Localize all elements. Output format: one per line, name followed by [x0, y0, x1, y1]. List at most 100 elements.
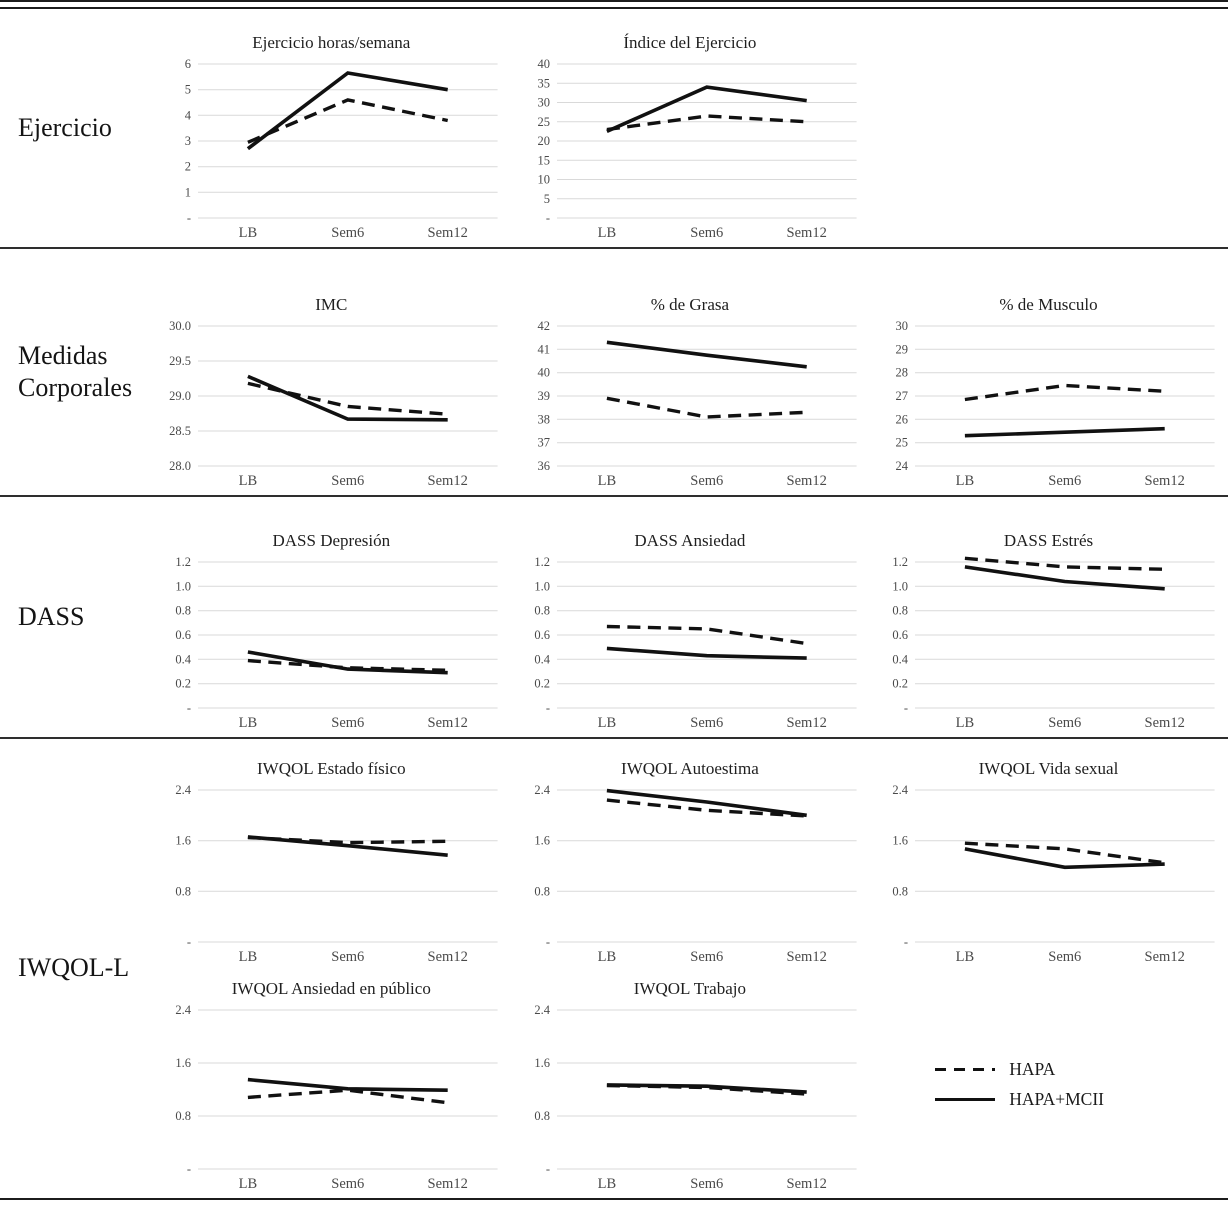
svg-text:0.2: 0.2: [893, 677, 909, 691]
svg-text:0.8: 0.8: [175, 1109, 191, 1123]
svg-text:0.8: 0.8: [534, 1109, 550, 1123]
svg-text:0.6: 0.6: [175, 628, 191, 642]
row-ejercicio-charts: Ejercicio horas/semana 6 5 4 3 2 1 - LB Sem6 Sem1…: [152, 9, 1228, 247]
svg-text:LB: LB: [239, 1176, 258, 1192]
svg-text:Sem12: Sem12: [428, 225, 468, 241]
svg-text:LB: LB: [597, 473, 616, 489]
chart-plot-dass-ansiedad: 1.2 1.0 0.8 0.6 0.4 0.2 - LB Sem6 Sem12: [534, 555, 857, 731]
chart-iwqol-estado-fisico: IWQOL Estado físico 2.4 1.6 0.8 - LB Sem6 Sem1…: [152, 739, 511, 971]
chart-title: % de Grasa: [650, 295, 730, 314]
legend-item-hapa: HAPA: [935, 1059, 1228, 1080]
svg-text:1: 1: [185, 185, 191, 199]
row-label-ejercicio: Ejercicio: [18, 112, 112, 142]
row-dass: DASS DASS Depresión 1.2 1.0 0.8 0.6 0.4 0.2 - L…: [0, 497, 1228, 737]
legend-item-hapa-mcii: HAPA+MCII: [935, 1089, 1228, 1110]
svg-text:0.8: 0.8: [175, 884, 191, 898]
svg-text:Sem6: Sem6: [690, 949, 723, 965]
section-divider: [0, 247, 1228, 249]
row-iwqol-l: IWQOL-L IWQOL Estado físico 2.4 1.6 0.8 - LB…: [0, 739, 1228, 1198]
chart-plot-iwqol-estado-fisico: 2.4 1.6 0.8 - LB Sem6 Sem12: [175, 783, 498, 965]
svg-text:Sem12: Sem12: [786, 473, 826, 489]
svg-text:35: 35: [537, 76, 550, 90]
svg-text:Sem6: Sem6: [1048, 715, 1081, 731]
svg-text:28.0: 28.0: [169, 459, 191, 473]
svg-text:0.8: 0.8: [175, 604, 191, 618]
chart-plot-ejercicio-horas-semana: 6 5 4 3 2 1 - LB Sem6 Sem12: [185, 57, 498, 241]
svg-text:Sem6: Sem6: [1048, 949, 1081, 965]
svg-text:LB: LB: [956, 949, 975, 965]
svg-text:1.2: 1.2: [534, 555, 550, 569]
svg-text:20: 20: [537, 134, 550, 148]
chart-indice-del-ejercicio: Índice del Ejercicio 40 35 30 25 20 15 10 5 - LB S…: [511, 9, 870, 247]
svg-text:Sem6: Sem6: [690, 473, 723, 489]
chart-title: IWQOL Ansiedad en público: [231, 979, 431, 998]
row-iwqol-charts: IWQOL Estado físico 2.4 1.6 0.8 - LB Sem6 Sem1…: [152, 739, 1228, 1198]
svg-text:LB: LB: [597, 1176, 616, 1192]
svg-text:6: 6: [185, 57, 191, 71]
chart-title: % de Musculo: [999, 295, 1098, 314]
svg-text:2.4: 2.4: [893, 783, 909, 797]
svg-text:41: 41: [537, 342, 550, 356]
chart-plot-pct-musculo: 30 29 28 27 26 25 24 LB Sem6 Sem12: [896, 319, 1215, 489]
svg-text:Sem12: Sem12: [1145, 715, 1185, 731]
svg-text:28: 28: [896, 366, 909, 380]
svg-text:10: 10: [537, 173, 550, 187]
svg-text:1.6: 1.6: [175, 1056, 191, 1070]
chart-plot-pct-grasa: 42 41 40 39 38 37 36 LB Sem6 Sem12: [537, 319, 857, 489]
svg-text:LB: LB: [597, 225, 616, 241]
chart-row: IMC 30.0 29.5 29.0 28.5 28.0 LB Sem6 Sem12 % de…: [152, 249, 1228, 495]
chart-plot-iwqol-autoestima: 2.4 1.6 0.8 - LB Sem6 Sem12: [534, 783, 857, 965]
svg-text:LB: LB: [597, 949, 616, 965]
chart-ejercicio-horas-semana: Ejercicio horas/semana 6 5 4 3 2 1 - LB Sem6 Sem1…: [152, 9, 511, 247]
chart-title: Ejercicio horas/semana: [252, 33, 411, 52]
svg-text:36: 36: [537, 459, 550, 473]
svg-text:LB: LB: [239, 715, 258, 731]
svg-text:1.0: 1.0: [175, 579, 191, 593]
svg-text:1.0: 1.0: [893, 579, 909, 593]
svg-text:Sem12: Sem12: [786, 1176, 826, 1192]
chart-title: IWQOL Estado físico: [257, 759, 406, 778]
svg-text:-: -: [904, 701, 908, 715]
svg-text:28.5: 28.5: [169, 424, 191, 438]
chart-row: DASS Depresión 1.2 1.0 0.8 0.6 0.4 0.2 - LB Sem6…: [152, 497, 1228, 737]
svg-text:-: -: [187, 701, 191, 715]
chart-title: IMC: [315, 295, 348, 314]
svg-text:25: 25: [537, 115, 550, 129]
row-medidas-corporales: Medidas Corporales IMC 30.0 29.5 29.0 28.5 2…: [0, 249, 1228, 495]
chart-pct-musculo: % de Musculo 30 29 28 27 26 25 24 LB Sem6 Sem12: [869, 249, 1228, 495]
svg-text:5: 5: [185, 83, 191, 97]
svg-text:39: 39: [537, 389, 550, 403]
svg-text:5: 5: [543, 192, 549, 206]
empty-cell: [869, 9, 1228, 247]
svg-text:Sem6: Sem6: [690, 225, 723, 241]
svg-text:30.0: 30.0: [169, 319, 191, 333]
chart-title: Índice del Ejercicio: [623, 33, 757, 52]
svg-text:0.2: 0.2: [534, 677, 550, 691]
svg-text:Sem6: Sem6: [331, 715, 364, 731]
chart-title: DASS Depresión: [272, 531, 391, 550]
chart-iwqol-trabajo: IWQOL Trabajo 2.4 1.6 0.8 - LB Sem6 Sem12: [511, 971, 870, 1198]
row-dass-charts: DASS Depresión 1.2 1.0 0.8 0.6 0.4 0.2 - LB Sem6…: [152, 497, 1228, 737]
svg-text:Sem6: Sem6: [690, 715, 723, 731]
svg-text:15: 15: [537, 153, 550, 167]
legend-label-hapa: HAPA: [1009, 1059, 1056, 1079]
svg-text:2.4: 2.4: [534, 1003, 550, 1017]
svg-text:1.2: 1.2: [175, 555, 191, 569]
chart-plot-iwqol-ansiedad-en-publico: 2.4 1.6 0.8 - LB Sem6 Sem12: [175, 1003, 498, 1192]
svg-text:Sem12: Sem12: [1145, 473, 1185, 489]
svg-text:2.4: 2.4: [175, 783, 191, 797]
svg-text:3: 3: [185, 134, 191, 148]
chart-imc: IMC 30.0 29.5 29.0 28.5 28.0 LB Sem6 Sem12: [152, 249, 511, 495]
svg-text:-: -: [904, 935, 908, 949]
chart-row: IWQOL Estado físico 2.4 1.6 0.8 - LB Sem6 Sem1…: [152, 739, 1228, 971]
svg-text:29.5: 29.5: [169, 354, 191, 368]
solid-line-swatch: [935, 1098, 996, 1101]
svg-text:37: 37: [537, 436, 550, 450]
svg-text:LB: LB: [597, 715, 616, 731]
chart-dass-depresion: DASS Depresión 1.2 1.0 0.8 0.6 0.4 0.2 - LB Sem6…: [152, 497, 511, 737]
svg-text:-: -: [545, 211, 549, 225]
svg-text:Sem12: Sem12: [428, 1176, 468, 1192]
svg-text:0.6: 0.6: [893, 628, 909, 642]
chart-plot-dass-depresion: 1.2 1.0 0.8 0.6 0.4 0.2 - LB Sem6 Sem12: [175, 555, 498, 731]
svg-text:4: 4: [185, 108, 192, 122]
